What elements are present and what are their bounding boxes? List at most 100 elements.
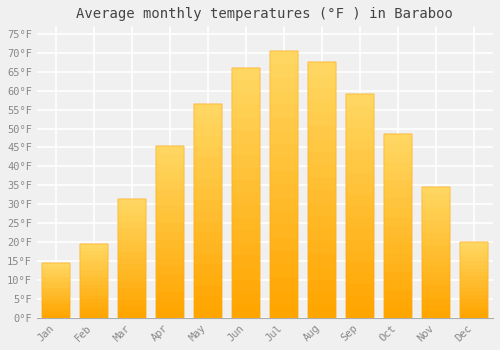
Bar [232,168,260,180]
Bar [422,233,450,239]
Bar [156,146,184,318]
Bar [422,312,450,318]
Bar [80,292,108,296]
Bar [422,214,450,220]
Bar [156,206,184,215]
Bar [346,273,374,284]
Bar [422,207,450,214]
Bar [346,106,374,117]
Bar [308,203,336,216]
Bar [308,177,336,190]
Bar [118,198,146,318]
Bar [384,208,412,217]
Bar [384,180,412,189]
Bar [384,254,412,263]
Bar [80,248,108,251]
Bar [308,75,336,88]
Bar [460,291,488,295]
Bar [346,240,374,251]
Bar [460,295,488,299]
Bar [194,307,222,318]
Bar [232,143,260,155]
Bar [270,51,298,64]
Bar [422,272,450,279]
Bar [460,242,488,246]
Bar [346,307,374,318]
Bar [346,184,374,195]
Bar [460,257,488,261]
Bar [308,62,336,318]
Bar [194,296,222,307]
Bar [270,238,298,251]
Bar [156,223,184,232]
Bar [384,263,412,272]
Bar [460,265,488,269]
Bar [232,243,260,256]
Bar [118,246,146,252]
Bar [346,229,374,240]
Bar [42,296,70,299]
Bar [460,269,488,272]
Bar [42,312,70,315]
Bar [346,251,374,262]
Bar [42,293,70,296]
Bar [118,204,146,210]
Bar [118,288,146,294]
Bar [270,91,298,104]
Bar [232,268,260,280]
Bar [42,271,70,274]
Bar [346,262,374,273]
Bar [270,51,298,318]
Bar [80,288,108,292]
Bar [308,164,336,177]
Bar [384,134,412,144]
Bar [194,147,222,158]
Bar [118,282,146,288]
Bar [194,125,222,136]
Bar [156,172,184,180]
Bar [232,68,260,318]
Bar [384,226,412,235]
Bar [156,146,184,318]
Bar [232,180,260,193]
Bar [270,158,298,171]
Bar [346,295,374,307]
Bar [384,162,412,171]
Bar [308,113,336,126]
Bar [308,100,336,113]
Bar [308,216,336,229]
Bar [422,194,450,200]
Bar [156,240,184,249]
Bar [460,250,488,253]
Bar [42,299,70,301]
Bar [194,200,222,211]
Bar [156,197,184,206]
Bar [308,229,336,241]
Bar [346,94,374,106]
Bar [118,216,146,223]
Bar [80,255,108,259]
Bar [308,305,336,318]
Bar [194,168,222,179]
Bar [42,263,70,318]
Bar [232,205,260,218]
Bar [80,270,108,274]
Bar [156,215,184,223]
Bar [422,226,450,233]
Bar [232,293,260,305]
Bar [384,189,412,198]
Bar [460,299,488,303]
Bar [232,68,260,80]
Bar [422,305,450,312]
Bar [460,246,488,250]
Bar [422,285,450,292]
Bar [194,104,222,114]
Bar [232,68,260,318]
Bar [232,230,260,243]
Bar [422,246,450,253]
Bar [460,242,488,318]
Bar [232,118,260,131]
Bar [118,300,146,306]
Bar [80,244,108,318]
Bar [460,242,488,318]
